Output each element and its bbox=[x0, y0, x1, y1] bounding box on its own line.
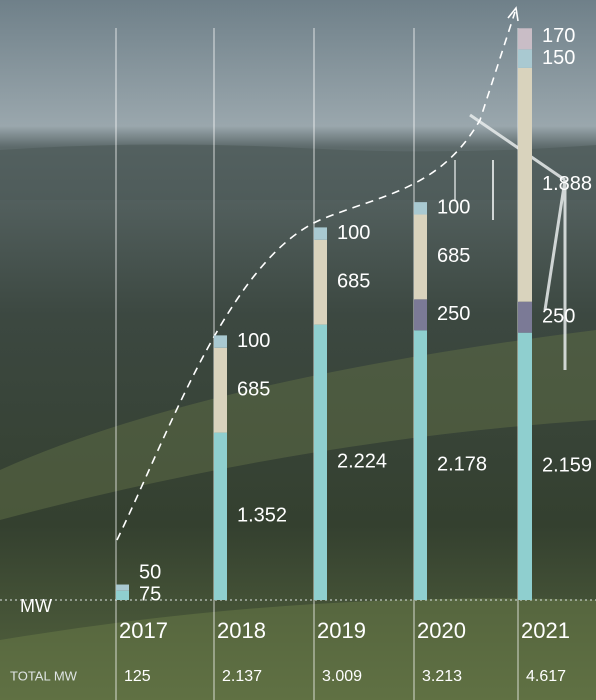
value-label: 250 bbox=[542, 305, 575, 327]
hills bbox=[0, 144, 596, 200]
value-label: 1.888 bbox=[542, 173, 592, 195]
bar-segment bbox=[214, 433, 227, 600]
bar-segment bbox=[518, 68, 532, 302]
total-label: 2.137 bbox=[222, 668, 262, 685]
bar-segment bbox=[414, 202, 427, 214]
value-label: 2.224 bbox=[337, 451, 387, 473]
value-label: 50 bbox=[139, 562, 161, 584]
total-label: 125 bbox=[124, 668, 151, 685]
value-label: 150 bbox=[542, 47, 575, 69]
value-label: 685 bbox=[337, 270, 370, 292]
bar-segment bbox=[314, 240, 327, 325]
bar-segment bbox=[414, 299, 427, 330]
x-tick-label: 2019 bbox=[317, 618, 366, 643]
bar-segment bbox=[214, 348, 227, 433]
x-tick-label: 2017 bbox=[119, 618, 168, 643]
bar-segment bbox=[214, 335, 227, 347]
value-label: 685 bbox=[237, 378, 270, 400]
value-label: 250 bbox=[437, 303, 470, 325]
value-label: 685 bbox=[437, 245, 470, 267]
x-tick-label: 2018 bbox=[217, 618, 266, 643]
bar-segment bbox=[518, 302, 532, 333]
bar-segment bbox=[116, 591, 129, 600]
value-label: 75 bbox=[139, 584, 161, 606]
y-axis-label: MW bbox=[20, 596, 52, 616]
bar-segment bbox=[518, 49, 532, 68]
x-tick-label: 2021 bbox=[521, 618, 570, 643]
value-label: 2.159 bbox=[542, 455, 592, 477]
value-label: 170 bbox=[542, 25, 575, 47]
bar-segment bbox=[414, 330, 427, 600]
bar-segment bbox=[414, 215, 427, 300]
totals-label: TOTAL MW bbox=[10, 668, 78, 683]
value-label: 100 bbox=[237, 330, 270, 352]
value-label: 100 bbox=[437, 197, 470, 219]
value-label: 100 bbox=[337, 222, 370, 244]
total-label: 3.213 bbox=[422, 668, 462, 685]
bar-segment bbox=[314, 227, 327, 239]
value-label: 1.352 bbox=[237, 505, 287, 527]
chart: MW TOTAL MW 2017 125 7550 2018 2.137 1.352 685… bbox=[0, 0, 596, 700]
total-label: 4.617 bbox=[526, 668, 566, 685]
total-label: 3.009 bbox=[322, 668, 362, 685]
value-label: 2.178 bbox=[437, 453, 487, 475]
bar-segment bbox=[116, 585, 129, 591]
bar-segment bbox=[518, 28, 532, 49]
bar-segment bbox=[518, 333, 532, 600]
bar-segment bbox=[314, 325, 327, 600]
x-tick-label: 2020 bbox=[417, 618, 466, 643]
